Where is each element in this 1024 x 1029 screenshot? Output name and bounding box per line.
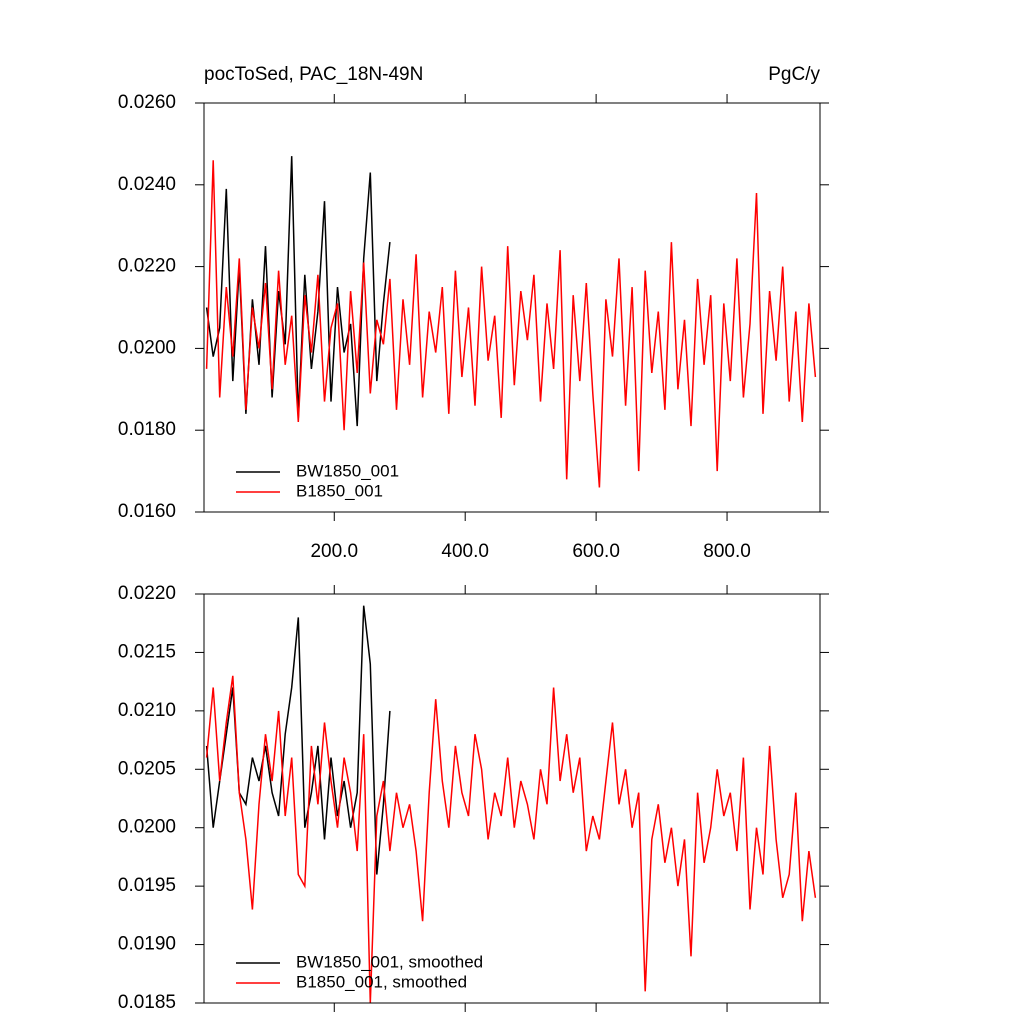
series-line bbox=[205, 605, 391, 875]
y-tick-label: 0.0185 bbox=[118, 992, 176, 1013]
y-tick-label: 0.0240 bbox=[118, 174, 176, 195]
legend-label: BW1850_001, smoothed bbox=[296, 952, 483, 971]
series-line bbox=[205, 160, 817, 488]
units-label: PgC/y bbox=[768, 64, 820, 85]
y-tick-label: 0.0180 bbox=[118, 419, 176, 440]
y-tick-label: 0.0160 bbox=[118, 501, 176, 522]
plot-frame bbox=[203, 102, 821, 513]
y-tick-label: 0.0210 bbox=[118, 700, 176, 721]
legend-label: B1850_001 bbox=[296, 481, 383, 500]
y-tick-label: 0.0195 bbox=[118, 875, 176, 896]
legend-label: B1850_001, smoothed bbox=[296, 972, 467, 991]
x-tick-label: 800.0 bbox=[703, 541, 751, 562]
plot-frame bbox=[203, 593, 821, 1004]
y-tick-label: 0.0190 bbox=[118, 934, 176, 955]
y-tick-label: 0.0220 bbox=[118, 256, 176, 277]
panel-title: pocToSed, PAC_18N-49N bbox=[204, 64, 423, 85]
y-tick-label: 0.0200 bbox=[118, 337, 176, 358]
y-tick-label: 0.0220 bbox=[118, 583, 176, 604]
y-tick-label: 0.0260 bbox=[118, 92, 176, 113]
x-tick-label: 400.0 bbox=[441, 541, 489, 562]
series-line bbox=[205, 675, 817, 1004]
y-tick-label: 0.0205 bbox=[118, 758, 176, 779]
y-tick-label: 0.0200 bbox=[118, 817, 176, 838]
legend-label: BW1850_001 bbox=[296, 461, 399, 480]
x-tick-label: 200.0 bbox=[310, 541, 358, 562]
x-tick-label: 600.0 bbox=[572, 541, 620, 562]
y-tick-label: 0.0215 bbox=[118, 641, 176, 662]
